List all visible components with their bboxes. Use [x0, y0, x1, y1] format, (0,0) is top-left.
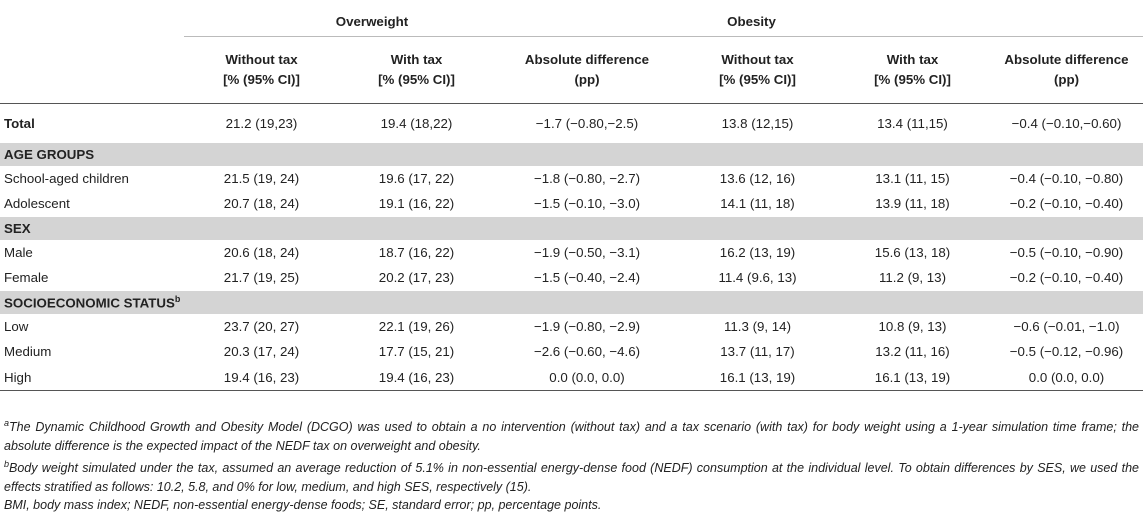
section-sex: SEX: [0, 216, 1143, 240]
table-row: Adolescent 20.7 (18, 24) 19.1 (16, 22) −…: [4, 196, 1124, 211]
header-with-tax: With tax [% (95% CI)]: [339, 36, 494, 104]
table-row: Low 23.7 (20, 27) 22.1 (19, 26) −1.9 (−0…: [4, 319, 1120, 334]
header-without-tax: Without tax [% (95% CI)]: [184, 36, 339, 104]
table-row: School-aged children 21.5 (19, 24) 19.6 …: [4, 171, 1124, 186]
group-header-row: Overweight Obesity: [0, 6, 1143, 37]
section-socioeconomic-status: SOCIOECONOMIC STATUSb: [0, 290, 1143, 314]
table-row: High 19.4 (16, 23) 19.4 (16, 23) 0.0 (0.…: [0, 364, 1143, 391]
table-row: Male 20.6 (18, 24) 18.7 (16, 22) −1.9 (−…: [4, 245, 1124, 260]
footnote-abbreviations: BMI, body mass index; NEDF, non-essentia…: [4, 498, 602, 513]
section-age-groups: AGE GROUPS: [0, 142, 1143, 166]
footnote-a: aThe Dynamic Childhood Growth and Obesit…: [4, 418, 1139, 453]
header-without-tax: Without tax [% (95% CI)]: [680, 36, 835, 104]
table-row: Total 21.2 (19,23) 19.4 (18,22) −1.7 (−0…: [4, 115, 1122, 131]
table-footnotes: aThe Dynamic Childhood Growth and Obesit…: [4, 414, 1139, 515]
group-obesity: Obesity: [680, 6, 1143, 37]
results-table: Overweight Obesity Without tax [% (95% CI…: [0, 6, 1143, 391]
table-row: Medium 20.3 (17, 24) 17.7 (15, 21) −2.6 …: [4, 344, 1124, 359]
header-abs-diff: Absolute difference (pp): [990, 36, 1143, 104]
header-abs-diff: Absolute difference (pp): [494, 36, 680, 104]
footnote-b: bBody weight simulated under the tax, as…: [4, 459, 1139, 494]
header-with-tax: With tax [% (95% CI)]: [835, 36, 990, 104]
table-row: Female 21.7 (19, 25) 20.2 (17, 23) −1.5 …: [4, 270, 1124, 285]
subheader-row: Without tax [% (95% CI)] With tax [% (95% …: [0, 36, 1143, 104]
group-overweight: Overweight: [184, 6, 680, 37]
